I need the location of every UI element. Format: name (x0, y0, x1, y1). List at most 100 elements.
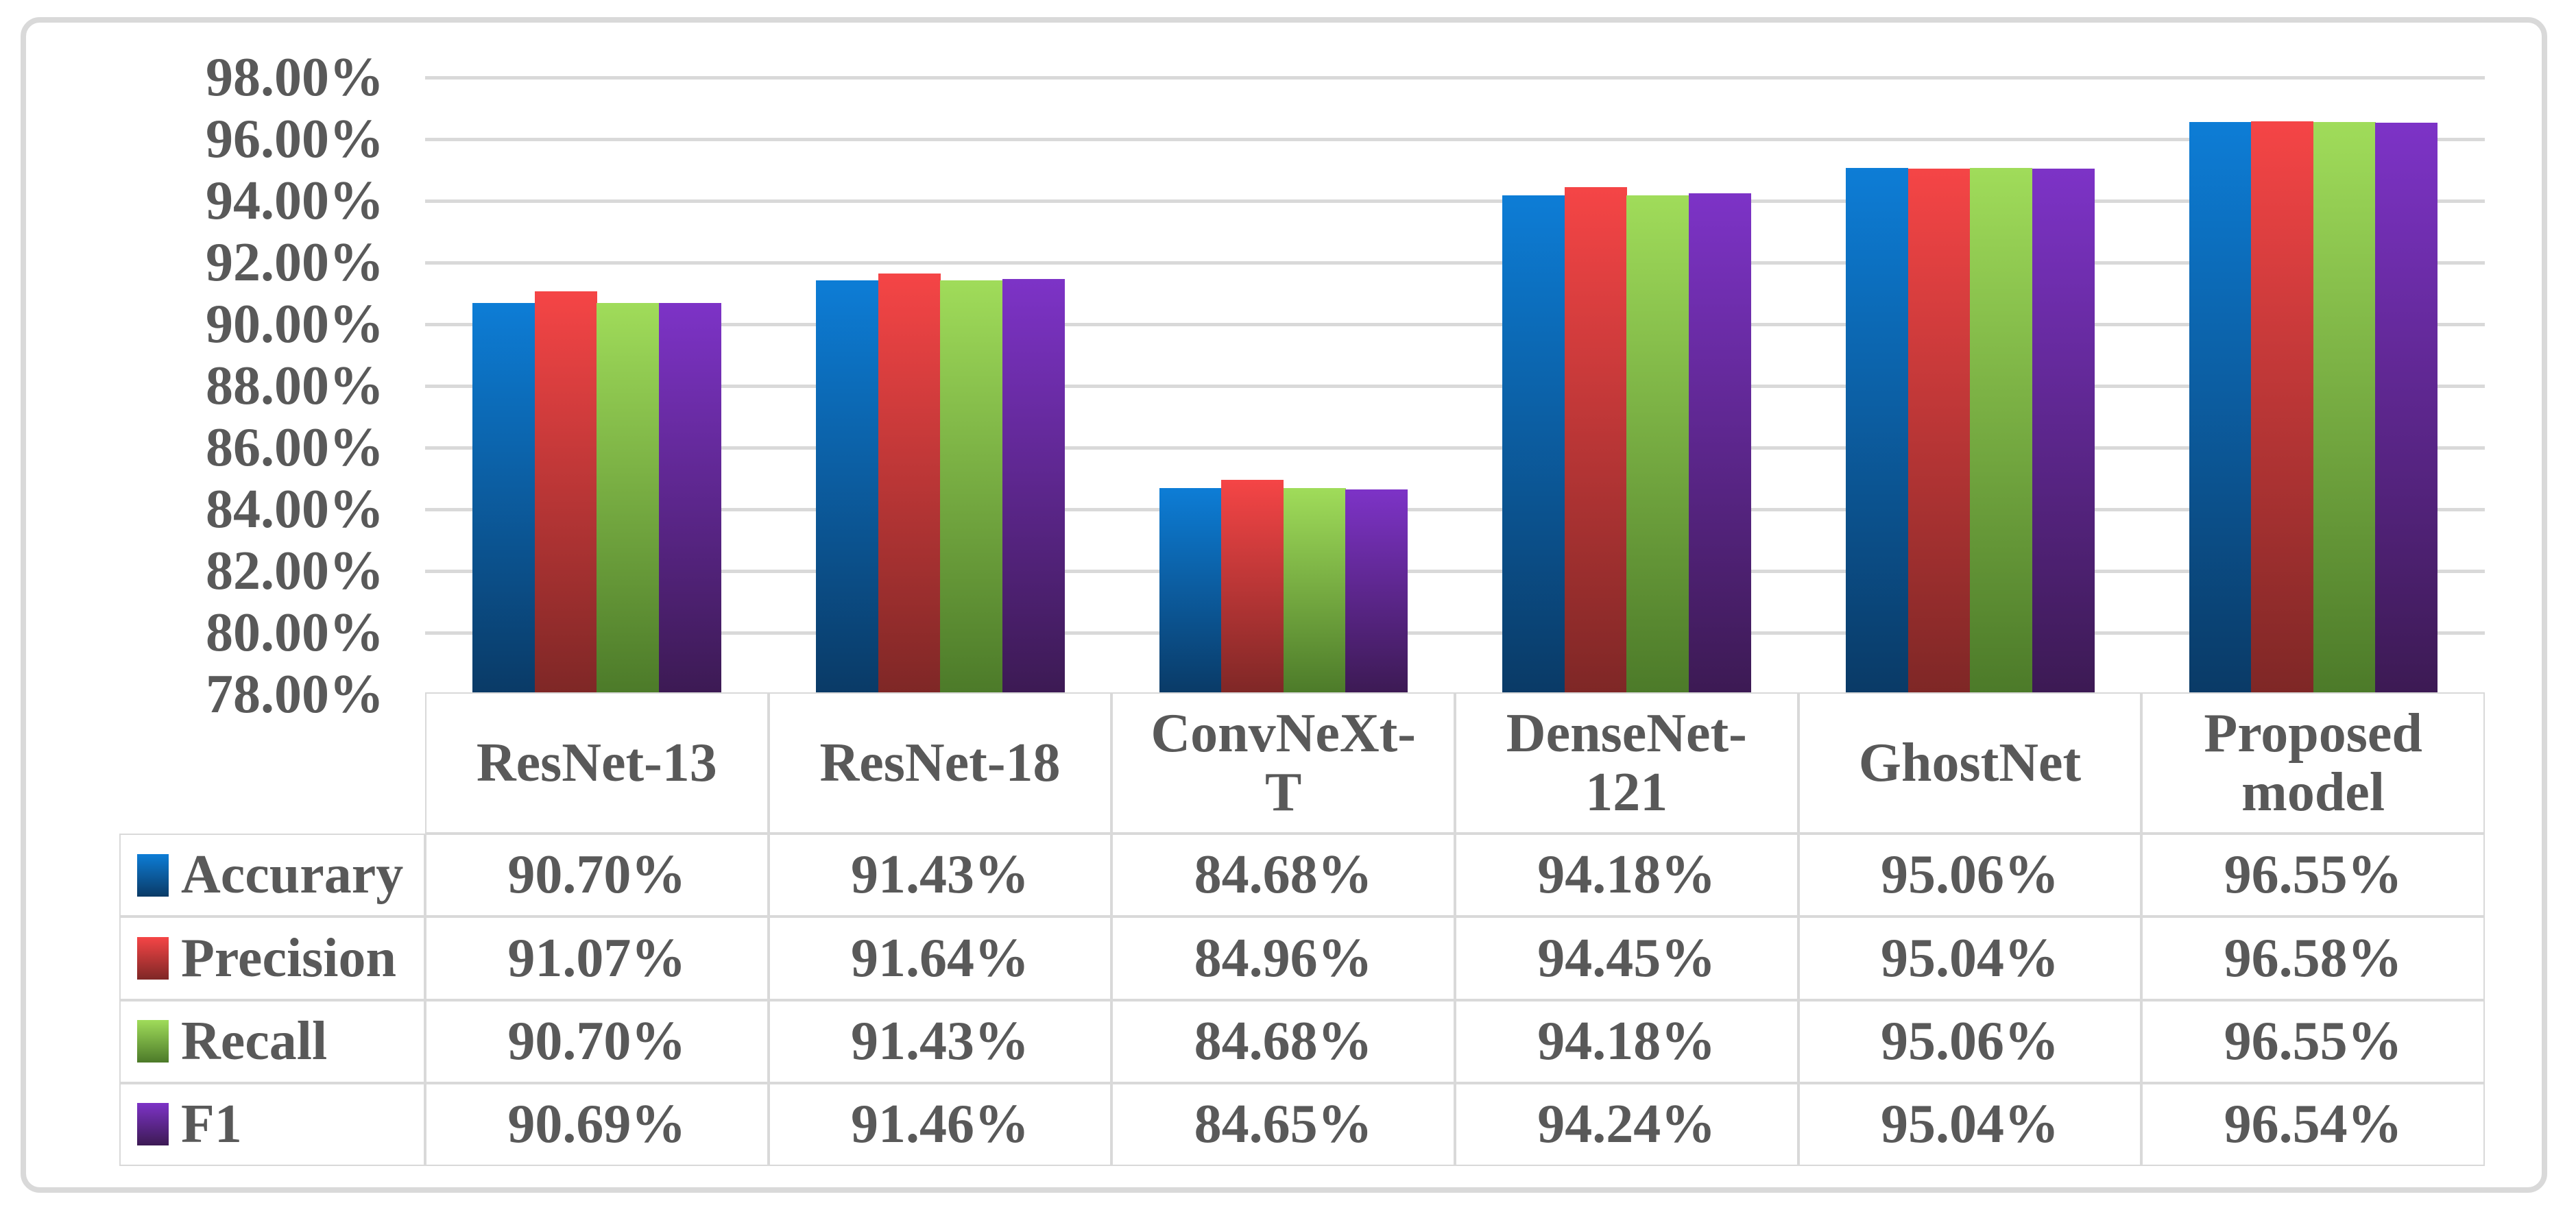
metric-row-label-text: Recall (181, 1010, 328, 1071)
table-value-text: 84.65% (1194, 1094, 1373, 1155)
metric-row-label-accurary: Accurary (119, 834, 425, 917)
table-value-cell: 94.18% (1454, 834, 1798, 917)
table-value-cell: 96.55% (2141, 834, 2485, 917)
table-value-cell: 91.64% (768, 916, 1112, 1000)
legend-swatch-precision (137, 936, 169, 980)
table-value-text: 84.68% (1194, 845, 1373, 906)
bar-precision-densenet-121 (1564, 186, 1627, 694)
table-header-label: GhostNet (1858, 732, 2082, 793)
bar-accurary-resnet-18 (816, 280, 878, 694)
table-corner-blank-cell (119, 692, 425, 834)
y-axis-tick-label: 82.00% (206, 541, 384, 601)
table-value-cell: 84.96% (1111, 916, 1455, 1000)
table-header-cell-convnext-t: ConvNeXt- T (1111, 692, 1455, 834)
table-value-cell: 94.18% (1454, 999, 1798, 1083)
table-value-text: 91.64% (850, 927, 1029, 988)
y-axis-tick-label: 80.00% (206, 603, 384, 663)
bar-recall-densenet-121 (1626, 195, 1689, 694)
table-value-text: 90.70% (507, 1010, 686, 1071)
table-value-cell: 95.04% (1798, 1082, 2142, 1166)
bar-f1-proposed-model (2375, 122, 2438, 694)
table-value-text: 96.58% (2224, 927, 2403, 988)
table-value-text: 95.04% (1880, 927, 2059, 988)
table-value-cell: 84.65% (1111, 1082, 1455, 1166)
table-value-cell: 90.69% (425, 1082, 769, 1166)
table-value-text: 95.06% (1880, 1010, 2059, 1071)
y-axis-tick-label: 92.00% (206, 232, 384, 293)
bar-accurary-convnext-t (1159, 488, 1222, 694)
y-axis-tick-label: 96.00% (206, 109, 384, 169)
table-value-cell: 91.43% (768, 999, 1112, 1083)
table-value-text: 91.43% (850, 845, 1029, 906)
table-value-cell: 94.24% (1454, 1082, 1798, 1166)
table-value-cell: 84.68% (1111, 834, 1455, 917)
bar-precision-resnet-18 (878, 274, 941, 694)
bar-precision-resnet-13 (534, 291, 597, 694)
gridline (425, 199, 2485, 203)
bar-recall-ghostnet (1970, 168, 2032, 694)
table-value-cell: 95.04% (1798, 916, 2142, 1000)
table-header-label: DenseNet- 121 (1506, 703, 1747, 823)
gridline (425, 260, 2485, 265)
bar-f1-convnext-t (1345, 489, 1408, 694)
bar-f1-resnet-18 (1002, 279, 1065, 694)
y-axis-tick-label: 78.00% (206, 664, 384, 725)
table-value-text: 96.55% (2224, 845, 2403, 906)
table-value-text: 95.06% (1880, 845, 2059, 906)
bar-f1-densenet-121 (1688, 193, 1751, 694)
bar-recall-resnet-13 (597, 302, 660, 694)
bar-precision-proposed-model (2251, 121, 2314, 694)
gridline (425, 137, 2485, 141)
metric-row-label-text: Precision (181, 927, 397, 988)
bar-f1-ghostnet (2032, 169, 2095, 694)
table-header-cell-resnet-18: ResNet-18 (768, 692, 1112, 834)
table-value-text: 91.43% (850, 1010, 1029, 1071)
table-value-text: 94.18% (1537, 1010, 1716, 1071)
bar-accurary-resnet-13 (472, 302, 535, 694)
bar-accurary-densenet-121 (1502, 195, 1565, 694)
gridline (425, 322, 2485, 326)
table-value-text: 96.55% (2224, 1010, 2403, 1071)
table-value-text: 91.07% (507, 927, 686, 988)
data-table: ResNet-13 ResNet-18 ConvNeXt- T DenseNet- 121… (119, 692, 2485, 1166)
table-value-cell: 91.07% (425, 916, 769, 1000)
table-value-cell: 96.54% (2141, 1082, 2485, 1166)
y-axis-tick-label: 88.00% (206, 356, 384, 416)
gridline (425, 507, 2485, 511)
bar-f1-resnet-13 (658, 302, 721, 694)
table-value-cell: 96.58% (2141, 916, 2485, 1000)
table-value-cell: 95.06% (1798, 999, 2142, 1083)
table-value-cell: 91.43% (768, 834, 1112, 917)
table-value-text: 84.68% (1194, 1010, 1373, 1071)
legend-swatch-accurary (137, 853, 169, 897)
table-value-text: 84.96% (1194, 927, 1373, 988)
y-axis-tick-label: 86.00% (206, 417, 384, 478)
bar-precision-convnext-t (1221, 479, 1284, 694)
bar-accurary-ghostnet (1846, 168, 1908, 694)
table-value-text: 95.04% (1880, 1094, 2059, 1155)
table-value-cell: 90.70% (425, 834, 769, 917)
metric-row-label-recall: Recall (119, 999, 425, 1083)
bar-recall-resnet-18 (940, 280, 1002, 694)
table-value-text: 94.45% (1537, 927, 1716, 988)
y-axis-tick-label: 90.00% (206, 294, 384, 354)
bar-accurary-proposed-model (2189, 122, 2252, 694)
y-axis-tick-label: 98.00% (206, 47, 384, 108)
table-value-cell: 94.45% (1454, 916, 1798, 1000)
gridline (425, 631, 2485, 635)
legend-swatch-recall (137, 1020, 169, 1063)
table-value-text: 90.70% (507, 845, 686, 906)
table-value-cell: 95.06% (1798, 834, 2142, 917)
y-axis-tick-label: 94.00% (206, 171, 384, 231)
gridline (425, 75, 2485, 80)
gridline (425, 569, 2485, 573)
table-value-text: 94.24% (1537, 1094, 1716, 1155)
bar-precision-ghostnet (1907, 169, 1971, 694)
bar-recall-proposed-model (2313, 122, 2376, 694)
gridline (425, 446, 2485, 450)
table-header-cell-densenet-121: DenseNet- 121 (1454, 692, 1798, 834)
metric-row-label-text: F1 (181, 1094, 242, 1155)
table-header-cell-proposed-model: Proposed model (2141, 692, 2485, 834)
table-value-text: 96.54% (2224, 1094, 2403, 1155)
table-header-label: Proposed model (2204, 703, 2422, 823)
